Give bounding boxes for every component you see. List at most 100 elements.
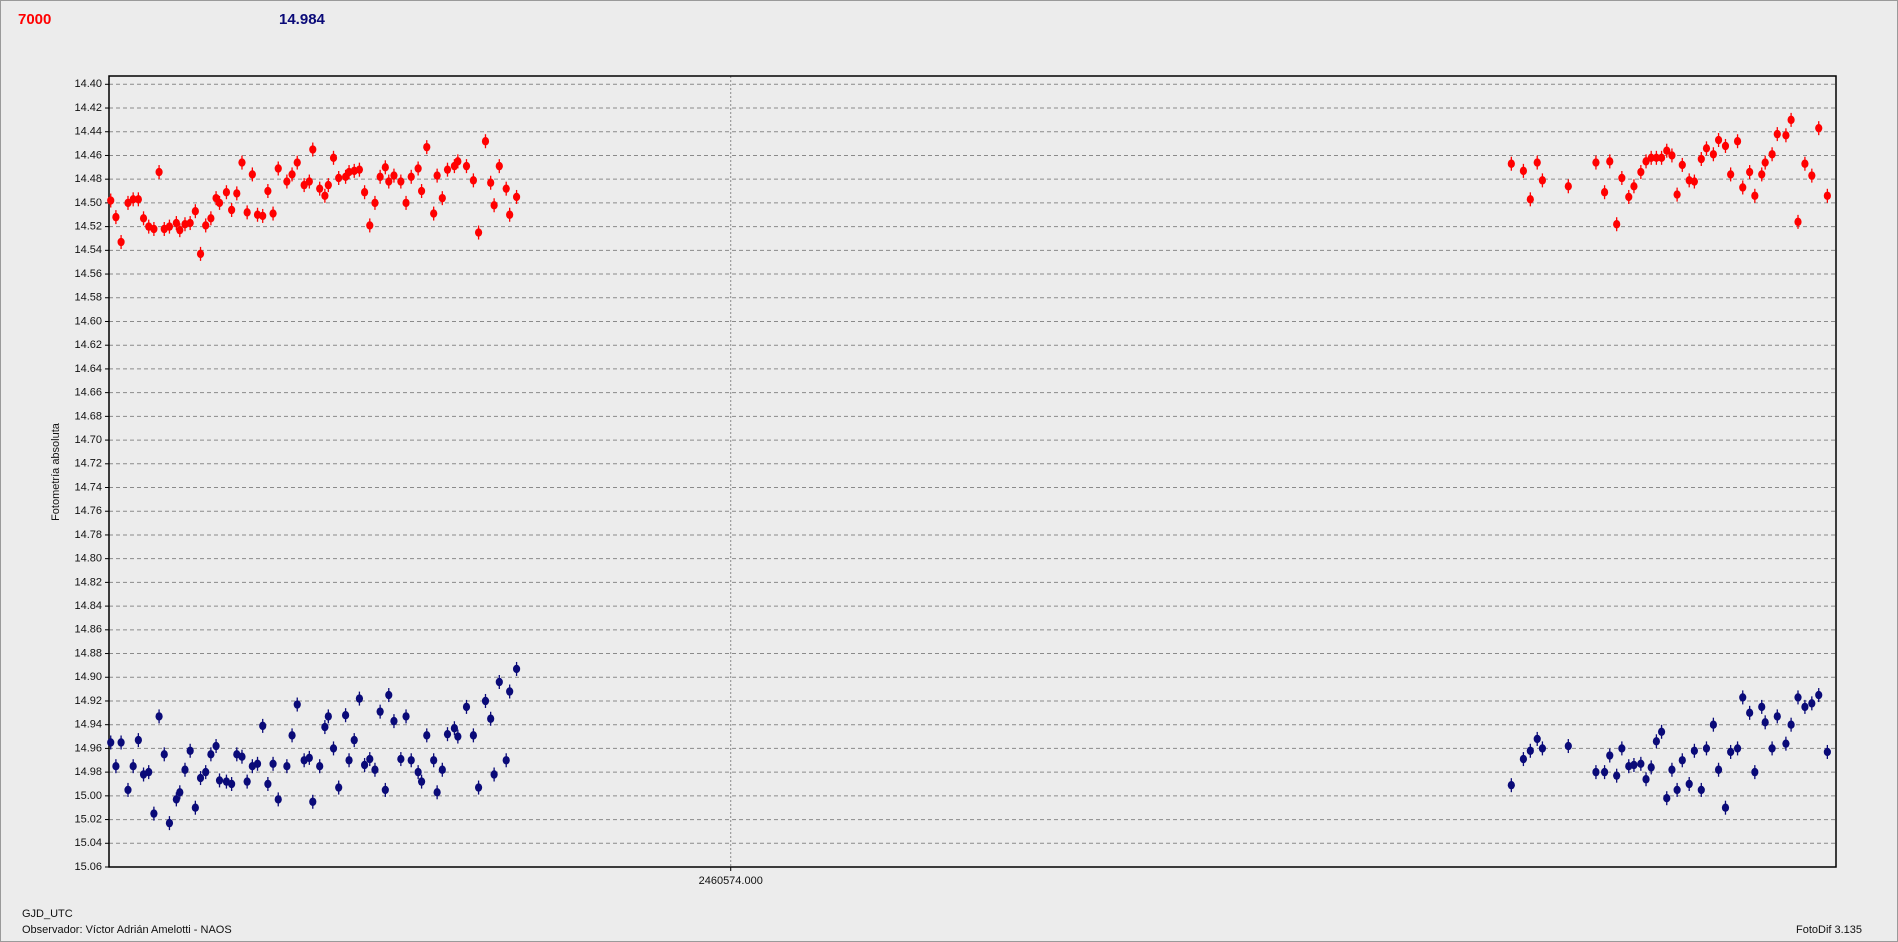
point-dot	[165, 818, 174, 828]
data-point	[1727, 744, 1735, 759]
point-dot	[414, 164, 422, 173]
data-point	[300, 178, 308, 193]
point-dot	[1663, 146, 1671, 155]
point-dot	[269, 209, 277, 218]
data-point	[376, 169, 384, 184]
data-point	[487, 711, 495, 726]
point-dot	[1647, 153, 1655, 163]
point-dot	[228, 779, 236, 789]
point-dot	[345, 756, 353, 765]
point-dot	[335, 173, 343, 183]
data-point	[1606, 154, 1614, 169]
point-dot	[1702, 744, 1711, 753]
data-point	[1685, 776, 1693, 791]
point-dot	[243, 208, 251, 217]
point-dot	[1758, 170, 1766, 179]
data-point	[259, 208, 267, 223]
data-point	[207, 211, 215, 226]
point-dot	[134, 735, 142, 745]
y-tick-label: 14.96	[74, 742, 102, 754]
x-axis-label: GJD_UTC	[22, 908, 73, 920]
point-dot	[283, 177, 291, 186]
data-point	[1794, 690, 1802, 705]
data-point	[1746, 165, 1754, 180]
data-point	[191, 204, 199, 219]
point-dot	[293, 158, 301, 167]
point-dot	[321, 722, 329, 732]
y-tick-label: 14.70	[74, 434, 102, 446]
point-dot	[360, 188, 369, 197]
data-point	[1663, 143, 1671, 158]
data-point	[1721, 138, 1730, 153]
point-dot	[1761, 718, 1769, 727]
data-point	[1714, 762, 1723, 777]
point-dot	[305, 753, 313, 763]
y-tick-label: 15.02	[74, 813, 102, 825]
point-dot	[288, 170, 296, 179]
data-point	[172, 216, 180, 231]
data-point	[474, 780, 483, 795]
data-point	[1673, 782, 1681, 797]
data-point	[150, 221, 158, 236]
point-dot	[376, 172, 384, 182]
point-dot	[186, 746, 194, 755]
point-dot	[371, 198, 379, 208]
data-point	[1773, 709, 1781, 724]
data-point	[1761, 715, 1769, 730]
data-point	[1618, 741, 1626, 756]
point-dot	[1637, 759, 1645, 769]
point-dot	[385, 177, 393, 186]
data-point	[264, 184, 272, 199]
point-dot	[1787, 115, 1795, 125]
point-dot	[207, 214, 215, 223]
point-dot	[1733, 744, 1742, 753]
point-dot	[433, 171, 441, 180]
data-point	[1721, 800, 1730, 815]
point-dot	[1533, 158, 1541, 167]
point-dot	[462, 161, 471, 171]
y-tick-label: 14.64	[74, 363, 102, 375]
data-point	[321, 188, 329, 203]
data-point	[341, 708, 350, 723]
data-point	[124, 782, 132, 797]
point-dot	[1642, 775, 1650, 784]
point-dot	[390, 171, 398, 180]
point-dot	[150, 809, 158, 818]
y-tick-label: 14.60	[74, 315, 102, 327]
data-point	[335, 780, 343, 795]
data-point	[402, 709, 410, 724]
point-dot	[207, 750, 215, 759]
data-point	[288, 728, 296, 743]
plot-area	[109, 76, 1836, 867]
point-dot	[1657, 727, 1666, 737]
data-point	[202, 218, 210, 233]
point-dot	[1746, 708, 1754, 718]
y-tick-label: 14.48	[74, 173, 102, 185]
y-tick-label: 14.76	[74, 505, 102, 517]
point-dot	[335, 783, 343, 792]
data-point	[397, 752, 405, 767]
point-dot	[264, 186, 272, 196]
data-point	[243, 205, 251, 220]
data-point	[430, 753, 438, 768]
data-point	[1657, 724, 1666, 739]
point-dot	[381, 163, 389, 172]
data-point	[1808, 696, 1816, 711]
y-tick-label: 15.06	[74, 861, 102, 873]
y-tick-label: 14.98	[74, 766, 102, 778]
data-point	[129, 759, 137, 774]
y-tick-label: 14.72	[74, 458, 102, 470]
point-dot	[1606, 751, 1614, 760]
point-dot	[490, 201, 498, 210]
point-dot	[305, 177, 313, 186]
data-point	[1714, 133, 1723, 148]
point-dot	[316, 184, 324, 193]
point-dot	[1773, 712, 1781, 721]
data-point	[381, 160, 389, 175]
data-point	[506, 207, 514, 222]
data-point	[1823, 188, 1831, 203]
data-point	[469, 728, 477, 743]
point-dot	[502, 184, 510, 193]
y-tick-label: 15.00	[74, 790, 102, 802]
data-point	[385, 174, 393, 189]
